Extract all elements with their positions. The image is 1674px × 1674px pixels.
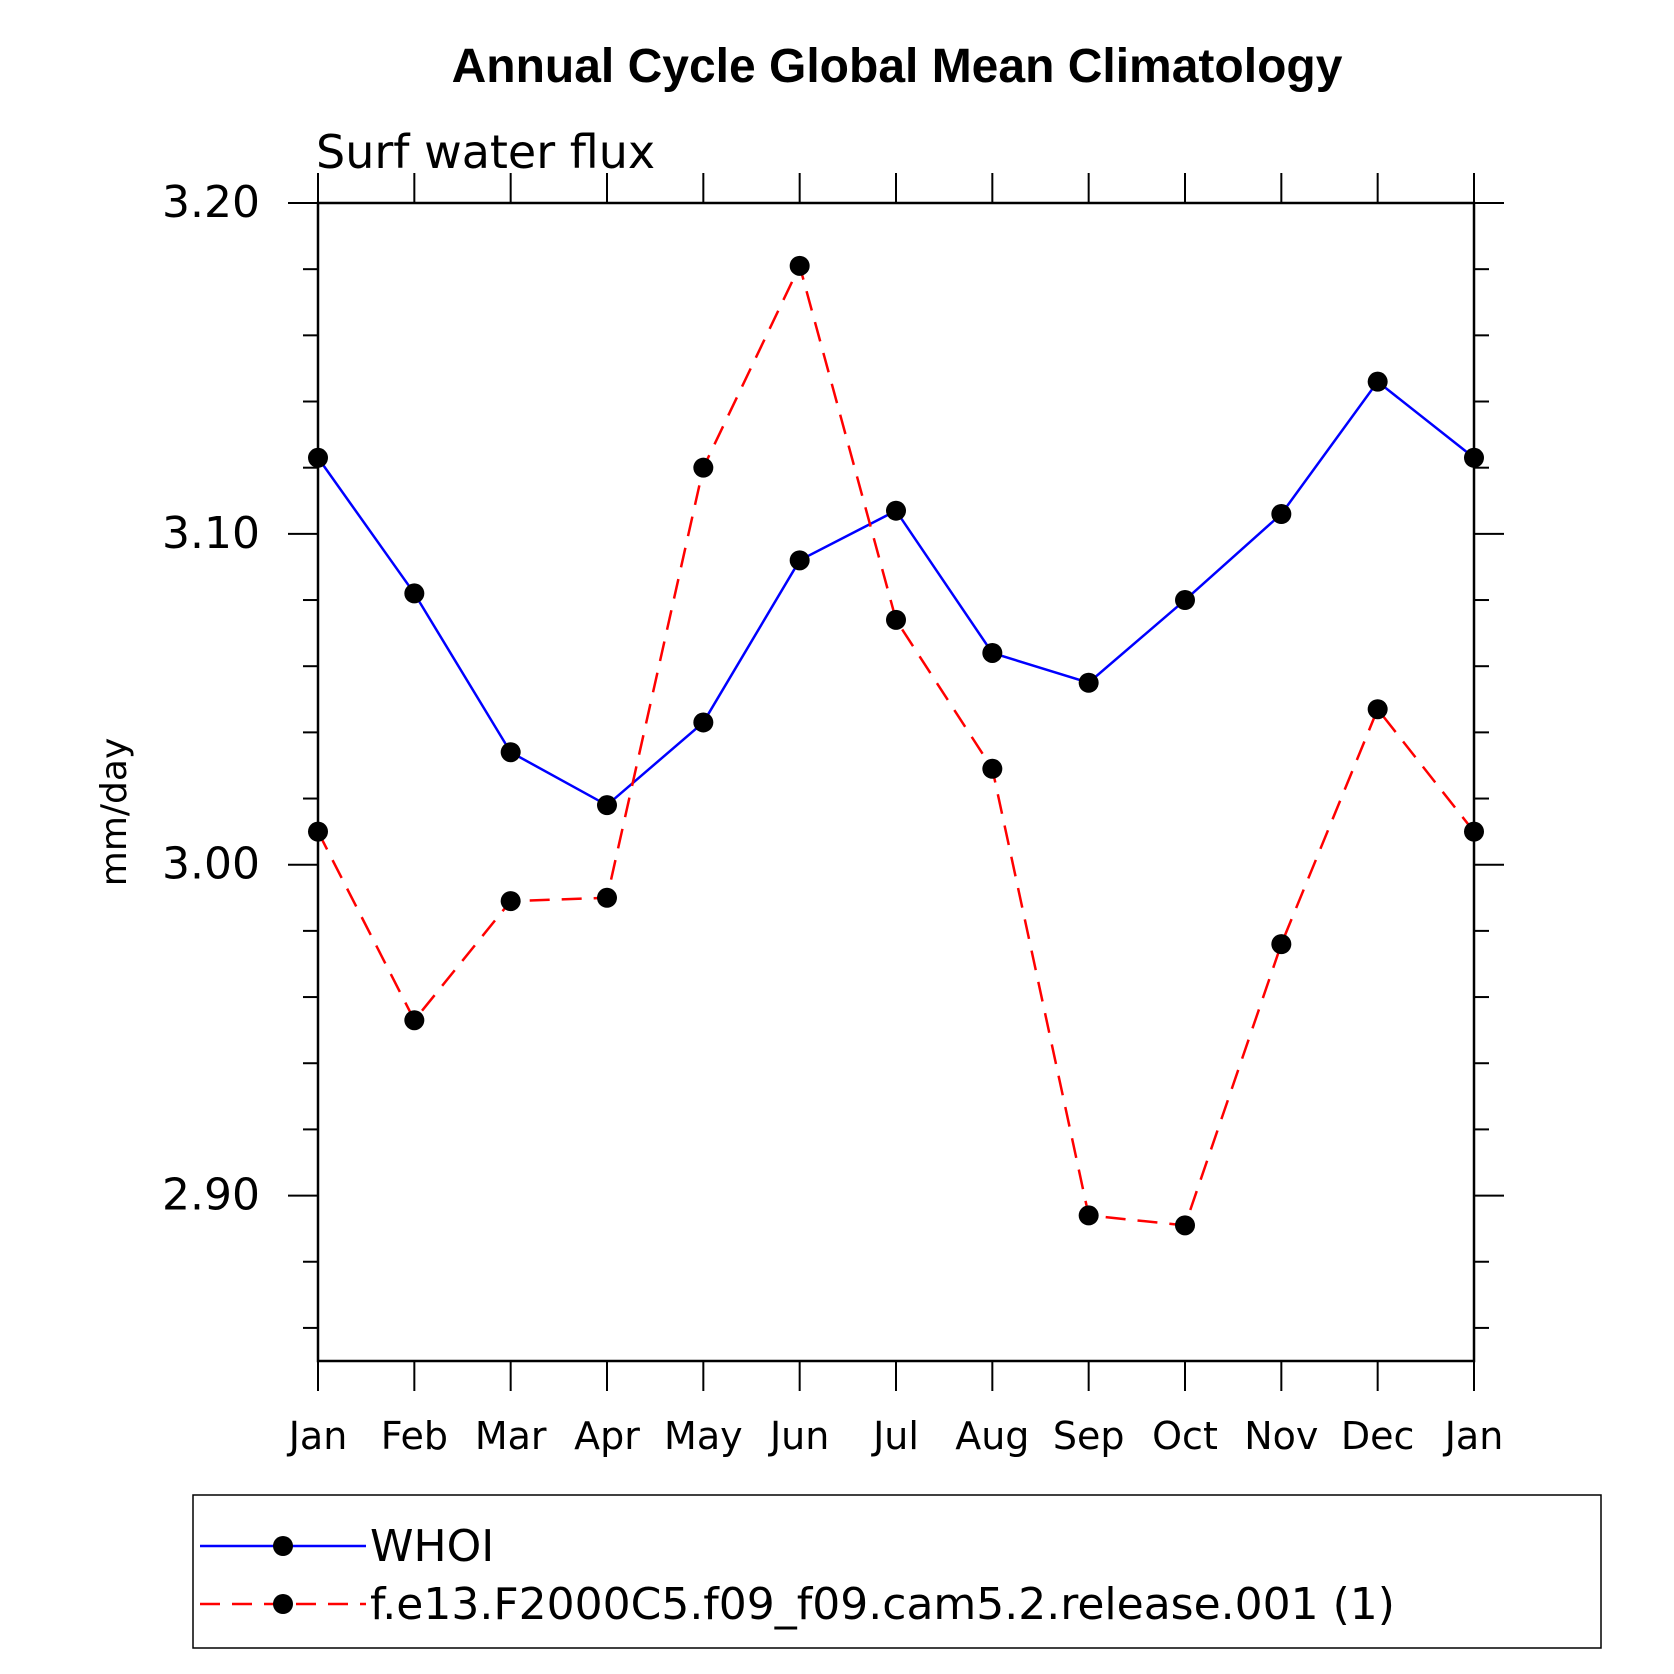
x-tick-label: May [664,1414,743,1458]
legend-swatch-marker [273,1594,293,1614]
chart-title: Annual Cycle Global Mean Climatology [452,40,1343,93]
data-point [1367,699,1388,720]
y-tick-label: 2.90 [162,1170,260,1221]
legend-item: WHOI [200,1521,494,1572]
series-2 [308,255,1484,1236]
data-point [789,255,810,276]
data-point [404,583,425,604]
series-line [316,262,1475,1227]
x-tick-label: Jan [287,1414,348,1458]
x-tick-label: Jun [768,1414,829,1458]
data-point [693,457,714,478]
axis-ticks [288,173,1504,1391]
data-point [1078,1205,1099,1226]
legend-item: f.e13.F2000C5.f09_f09.cam5.2.release.001… [200,1579,1395,1630]
data-point [789,550,810,571]
data-point [693,712,714,733]
x-tick-label: Jul [871,1414,919,1458]
data-point [982,758,1003,779]
x-tick-label: Aug [955,1414,1029,1458]
y-tick-label: 3.20 [162,177,260,228]
data-point [1464,447,1484,468]
y-tick-label: 3.10 [162,508,260,559]
x-tick-label: Jan [1443,1414,1504,1458]
axis-tick-labels: Jan Feb Mar Apr May Jun Jul Aug Sep Oct Nov Dec Jan 3… [162,177,1503,1458]
data-point [1464,821,1484,842]
plot-frame [316,201,1476,1363]
legend-label: WHOI [370,1521,494,1572]
data-point [982,642,1003,663]
legend-label: f.e13.F2000C5.f09_f09.cam5.2.release.001… [370,1579,1395,1630]
data-point [308,821,328,842]
data-point [500,891,521,912]
y-axis-label: mm/day [94,738,135,886]
data-point [404,1010,425,1031]
data-point [308,447,328,468]
y-tick-label: 3.00 [162,839,260,890]
x-tick-label: Oct [1152,1414,1218,1458]
x-tick-label: Sep [1053,1414,1125,1458]
series-line [316,379,1475,807]
x-tick-label: Apr [574,1414,640,1458]
series-1 [308,371,1484,816]
data-point [597,795,617,816]
data-point [1078,672,1099,693]
data-point [500,742,521,763]
series-layer [308,255,1484,1236]
data-point [1367,371,1388,392]
legend-box [192,1494,1602,1649]
x-tick-label: Mar [475,1414,547,1458]
data-point [1271,934,1292,955]
x-tick-label: Feb [381,1414,448,1458]
data-point [1175,590,1195,611]
data-point [597,887,617,908]
data-point [886,500,906,521]
data-point [1175,1215,1195,1236]
chart-subtitle: Surf water flux [316,125,655,179]
data-point [1271,504,1292,525]
legend: WHOI f.e13.F2000C5.f09_f09.cam5.2.release… [200,1521,1395,1630]
x-tick-label: Nov [1244,1414,1318,1458]
legend-swatch-marker [273,1536,293,1556]
x-tick-label: Dec [1341,1414,1415,1458]
data-point [886,609,906,630]
